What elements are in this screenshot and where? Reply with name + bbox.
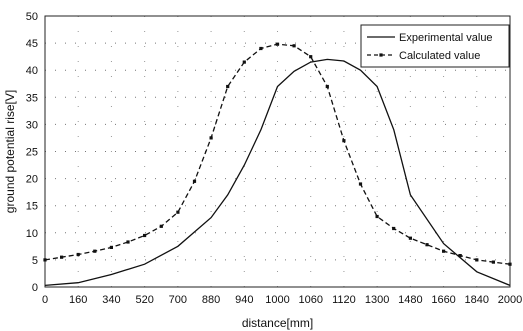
y-tick-label: 25 [26,147,38,159]
y-tick-label: 20 [26,174,38,186]
calculated-point [392,226,396,231]
x-tick-label: 1300 [365,294,389,306]
y-tick-label: 5 [32,255,38,267]
x-tick-label: 1000 [265,294,289,306]
y-tick-label: 50 [26,11,38,23]
calculated-point [442,249,446,253]
calculated-point [126,240,130,244]
calculated-point [458,254,462,258]
y-tick-label: 10 [26,228,38,240]
x-tick-label: 1120 [332,294,356,306]
y-axis-ticks: 0 5 10 15 20 25 30 35 40 45 50 [26,11,38,294]
calculated-point [93,249,97,253]
x-tick-label: 520 [135,294,153,306]
x-tick-label: 940 [235,294,253,306]
x-tick-label: 700 [169,294,187,306]
series-layer [43,42,512,287]
x-tick-label: 1840 [465,294,489,306]
calculated-point [475,258,479,262]
series-line-calculated [44,43,511,265]
calculated-point [176,210,180,214]
series-line-experimental [44,58,511,287]
x-tick-label: 0 [42,294,48,306]
x-tick-label: 340 [102,294,120,306]
x-tick-label: 880 [202,294,220,306]
x-tick-label: 2000 [498,294,522,306]
calculated-point [342,139,346,143]
calculated-point [508,262,512,266]
y-tick-label: 30 [26,119,38,131]
calculated-point [159,224,163,228]
legend-marker-calculated [379,53,383,57]
legend-box [360,24,510,68]
calculated-point [143,233,147,238]
y-axis-label: ground potential rise[V] [3,90,17,213]
calculated-point [275,42,280,46]
x-axis-ticks: 0 160 340 520 700 880 940 1000 1060 1120 1300 1480 1… [42,294,522,306]
calculated-point [425,243,429,247]
calculated-point [60,255,64,259]
y-tick-label: 45 [26,38,38,50]
legend-label-calculated: Calculated value [399,50,480,62]
calculated-point [259,46,263,51]
x-axis-label: distance[mm] [242,316,313,330]
calculated-point [358,182,363,186]
calculated-point [309,55,313,59]
calculated-point [242,60,246,64]
calculated-point [292,44,296,48]
x-tick-label: 1480 [398,294,422,306]
x-tick-label: 1060 [298,294,322,306]
calculated-point [209,136,213,140]
y-tick-label: 15 [26,201,38,213]
calculated-point [408,236,412,240]
calculated-point [43,258,47,262]
legend-label-experimental: Experimental value [399,32,493,44]
calculated-point [76,252,80,257]
calculated-point [491,260,495,264]
x-tick-label: 1660 [431,294,455,306]
calculated-point [192,179,197,183]
y-tick-label: 40 [26,65,38,77]
calculated-point [325,84,329,89]
calculated-point [109,245,113,249]
calculated-point [226,84,230,89]
calculated-point [375,214,379,219]
plot-frame [44,15,511,288]
legend: Experimental value Calculated value [360,24,510,68]
y-tick-label: 35 [26,92,38,104]
y-tick-label: 0 [32,282,38,294]
x-tick-label: 160 [69,294,87,306]
